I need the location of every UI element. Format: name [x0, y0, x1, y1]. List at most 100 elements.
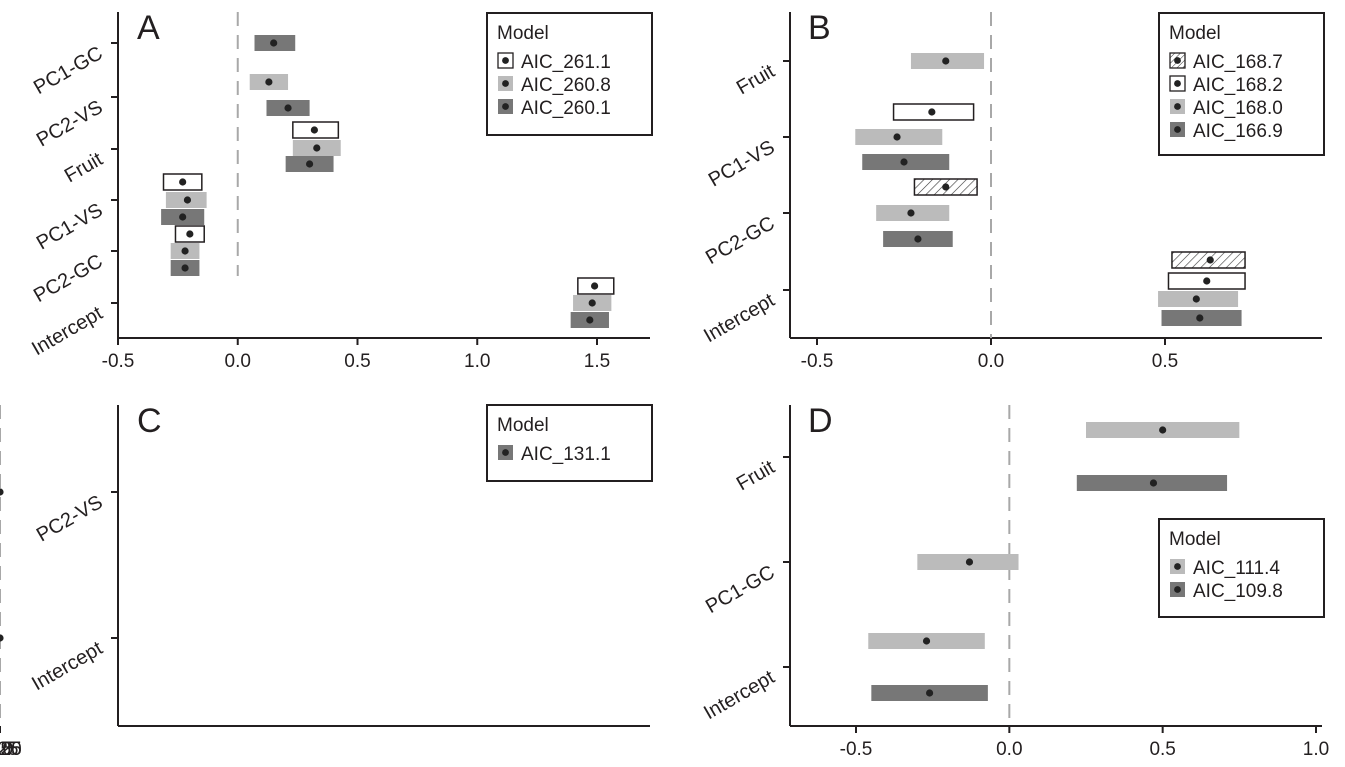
legend-title: Model	[497, 415, 549, 436]
legend-title: Model	[1169, 23, 1221, 44]
legend-key-point	[502, 80, 509, 87]
legend-box	[1158, 12, 1325, 156]
estimate-point	[907, 209, 915, 217]
legend-box	[1158, 518, 1325, 618]
estimate-point	[942, 183, 950, 191]
x-tick-label: 0.0	[978, 351, 1004, 372]
legend-key-point	[502, 103, 509, 110]
x-tick-label: -0.50	[0, 739, 22, 760]
x-tick-label: 0.0	[996, 739, 1022, 760]
estimate-point	[0, 488, 4, 496]
estimate-point	[313, 144, 321, 152]
x-tick-label: 1.5	[584, 351, 610, 372]
legend-key-point	[1174, 80, 1181, 87]
x-tick-label: 0.5	[1152, 351, 1178, 372]
estimate-point	[284, 104, 292, 112]
legend-key-point	[502, 449, 509, 456]
estimate-point	[0, 634, 4, 642]
estimate-point	[181, 264, 189, 272]
category-label: PC1-VS	[33, 199, 107, 254]
estimate-point	[922, 637, 931, 645]
legend-key-point	[1174, 126, 1181, 133]
category-label: Fruit	[733, 456, 779, 495]
category-label: Intercept	[700, 666, 779, 724]
estimate-point	[900, 158, 908, 166]
legend-label: AIC_261.1	[521, 52, 611, 73]
estimate-point	[588, 299, 596, 307]
category-label: Fruit	[61, 148, 107, 187]
estimate-point	[183, 196, 192, 204]
category-label: Intercept	[28, 637, 107, 695]
legend-label: AIC_111.4	[1193, 558, 1280, 579]
panel-letter: B	[808, 9, 831, 47]
legend-label: AIC_168.2	[1193, 75, 1283, 96]
category-label: PC1-GC	[30, 42, 106, 99]
x-tick-label: -0.5	[840, 739, 873, 760]
x-tick-label: 0.0	[225, 351, 251, 372]
estimate-point	[926, 689, 934, 697]
estimate-point	[591, 282, 599, 290]
panel-c: -0.50-0.250.00.25 PC2-VS Intercept C Model AI…	[0, 402, 653, 760]
x-tick-label: 0.5	[1149, 739, 1175, 760]
x-tick-label: -0.5	[801, 351, 834, 372]
estimate-point	[306, 160, 314, 168]
estimate-point	[265, 78, 273, 86]
estimate-point	[179, 213, 187, 221]
estimate-point	[1206, 256, 1214, 264]
panel-d: -0.5 0.0 0.5 1.0 Fruit PC1-GC Intercept D Model A…	[700, 402, 1329, 760]
estimate-point	[942, 57, 950, 65]
category-label: Intercept	[700, 289, 779, 347]
legend: Model AIC_168.7AIC_168.2AIC_168.0AIC_166.…	[1158, 12, 1325, 156]
legend-label: AIC_109.8	[1193, 581, 1283, 602]
category-label: PC2-GC	[702, 212, 778, 269]
legend-box	[486, 404, 653, 482]
estimate-point	[965, 558, 974, 566]
legend: Model AIC_131.1	[486, 404, 653, 482]
legend-key-point	[1174, 586, 1181, 593]
panel-b: -0.5 0.0 0.5 Fruit PC1-VS PC2-GC Intercept B Mod…	[700, 9, 1325, 372]
x-tick-label: -0.25	[0, 739, 22, 760]
estimate-point	[1159, 426, 1167, 434]
estimate-point	[179, 178, 187, 186]
legend-label: AIC_260.8	[521, 75, 611, 96]
legend-key-point	[1174, 563, 1181, 570]
legend-label: AIC_131.1	[521, 444, 611, 465]
x-tick-label: 0.5	[344, 351, 370, 372]
legend-key-point	[502, 57, 509, 64]
estimate-point	[914, 235, 922, 243]
legend-label: AIC_260.1	[521, 98, 611, 119]
estimate-point	[1196, 314, 1204, 322]
category-label: PC1-VS	[705, 136, 779, 191]
legend-label: AIC_168.0	[1193, 98, 1283, 119]
estimate-point	[1203, 277, 1211, 285]
category-label: Fruit	[733, 60, 779, 99]
estimate-point	[270, 39, 278, 47]
legend-key-point	[1174, 57, 1181, 64]
x-tick-label: 0.25	[0, 739, 18, 760]
panel-letter: A	[137, 9, 160, 47]
estimate-point	[1149, 479, 1158, 487]
legend-label: AIC_166.9	[1193, 121, 1283, 142]
x-tick-label: 1.0	[464, 351, 490, 372]
category-label: PC1-GC	[702, 561, 778, 618]
panel-letter: D	[808, 402, 833, 440]
panel-letter: C	[137, 402, 162, 440]
category-label: PC2-VS	[33, 96, 107, 151]
category-label: PC2-GC	[30, 250, 106, 307]
x-tick-label: -0.5	[102, 351, 135, 372]
legend-box	[486, 12, 653, 136]
legend-label: AIC_168.7	[1193, 52, 1283, 73]
estimate-point	[893, 133, 901, 141]
category-label: PC2-VS	[33, 491, 107, 546]
estimate-point	[181, 247, 189, 255]
estimate-point	[928, 108, 936, 116]
legend-title: Model	[497, 23, 549, 44]
estimate-point	[1192, 295, 1200, 303]
estimate-point	[310, 126, 318, 134]
category-label: Intercept	[28, 302, 107, 360]
estimate-point	[186, 230, 194, 238]
x-tick-label: 1.0	[1303, 739, 1329, 760]
